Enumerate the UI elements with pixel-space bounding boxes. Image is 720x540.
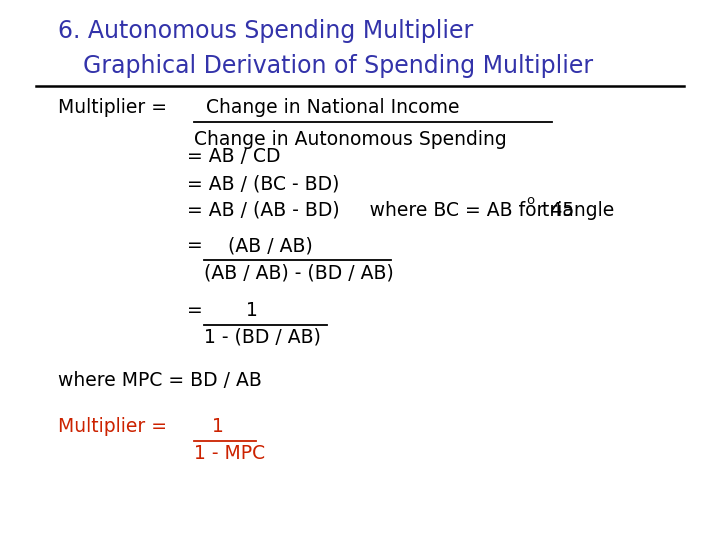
Text: Multiplier =: Multiplier = [58, 98, 173, 117]
Text: 1 - (BD / AB): 1 - (BD / AB) [204, 328, 320, 347]
Text: = AB / (BC - BD): = AB / (BC - BD) [187, 174, 340, 193]
Text: 6. Autonomous Spending Multiplier: 6. Autonomous Spending Multiplier [58, 19, 473, 43]
Text: (AB / AB): (AB / AB) [204, 236, 348, 255]
Text: =: = [187, 236, 215, 255]
Text: 1: 1 [194, 417, 242, 436]
Text: = AB / CD: = AB / CD [187, 147, 281, 166]
Text: 1: 1 [204, 301, 300, 320]
Text: 1 - MPC: 1 - MPC [194, 444, 266, 463]
Text: where MPC = BD / AB: where MPC = BD / AB [58, 371, 261, 390]
Text: Graphical Derivation of Spending Multiplier: Graphical Derivation of Spending Multipl… [83, 54, 593, 78]
Text: = AB / (AB - BD)     where BC = AB for 45: = AB / (AB - BD) where BC = AB for 45 [187, 201, 575, 220]
Text: (AB / AB) - (BD / AB): (AB / AB) - (BD / AB) [204, 263, 394, 282]
Text: Change in National Income: Change in National Income [194, 98, 472, 117]
Text: o: o [526, 194, 534, 207]
Text: triangle: triangle [536, 201, 614, 220]
Text: =: = [187, 301, 215, 320]
Text: Multiplier =: Multiplier = [58, 417, 173, 436]
Text: Change in Autonomous Spending: Change in Autonomous Spending [194, 130, 507, 148]
